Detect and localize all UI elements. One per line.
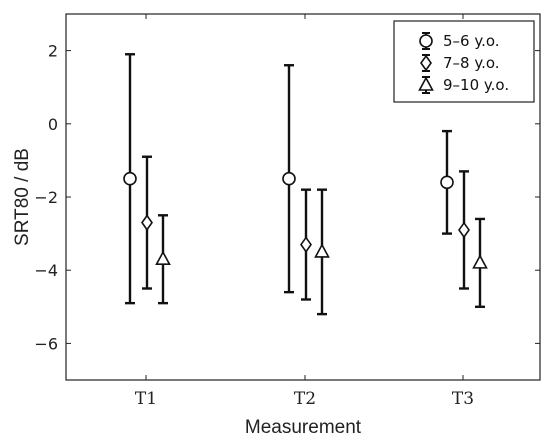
x-axis-label: Measurement bbox=[245, 417, 362, 438]
y-axis-label: SRT80 / dB bbox=[12, 148, 33, 246]
legend-label: 9–10 y.o. bbox=[443, 76, 509, 94]
y-tick-label: −6 bbox=[34, 334, 58, 353]
series-diamond bbox=[141, 155, 470, 301]
data-point-circle bbox=[440, 175, 454, 190]
data-point-triangle bbox=[314, 243, 330, 258]
y-axis-ticks: 2 0 −2 −4 −6 bbox=[34, 42, 540, 353]
series-layer bbox=[123, 53, 488, 316]
legend-entry: 7–8 y.o. bbox=[420, 54, 500, 72]
x-tick-label: T2 bbox=[294, 389, 316, 409]
x-tick-label: T1 bbox=[135, 389, 157, 409]
y-tick-label: −4 bbox=[34, 261, 58, 280]
data-point-diamond bbox=[458, 221, 470, 239]
data-point-triangle bbox=[472, 254, 488, 269]
series-circle bbox=[123, 53, 454, 305]
legend-entry: 9–10 y.o. bbox=[418, 76, 509, 94]
legend-box bbox=[393, 20, 535, 103]
data-point-diamond bbox=[141, 214, 153, 231]
data-point-circle bbox=[282, 171, 296, 186]
x-tick-label: T3 bbox=[452, 389, 474, 409]
legend-label: 7–8 y.o. bbox=[443, 54, 500, 72]
legend-entry: 5–6 y.o. bbox=[419, 32, 500, 50]
legend-marker-triangle bbox=[418, 76, 434, 91]
data-point-circle bbox=[123, 171, 137, 186]
legend-items: 5–6 y.o. 7–8 y.o. 9–10 y.o. bbox=[418, 32, 509, 94]
legend: 5–6 y.o. 7–8 y.o. 9–10 y.o. bbox=[393, 20, 535, 103]
legend-marker-diamond bbox=[420, 54, 432, 72]
y-tick-label: 2 bbox=[48, 42, 58, 61]
legend-marker-circle bbox=[419, 34, 433, 48]
series-triangle bbox=[155, 188, 488, 316]
data-point-triangle bbox=[155, 250, 171, 266]
legend-label: 5–6 y.o. bbox=[443, 32, 500, 50]
x-axis-ticks: T1 T2 T3 bbox=[135, 14, 474, 409]
data-point-diamond bbox=[300, 236, 312, 253]
y-tick-label: 0 bbox=[48, 115, 58, 134]
y-tick-label: −2 bbox=[34, 188, 58, 207]
